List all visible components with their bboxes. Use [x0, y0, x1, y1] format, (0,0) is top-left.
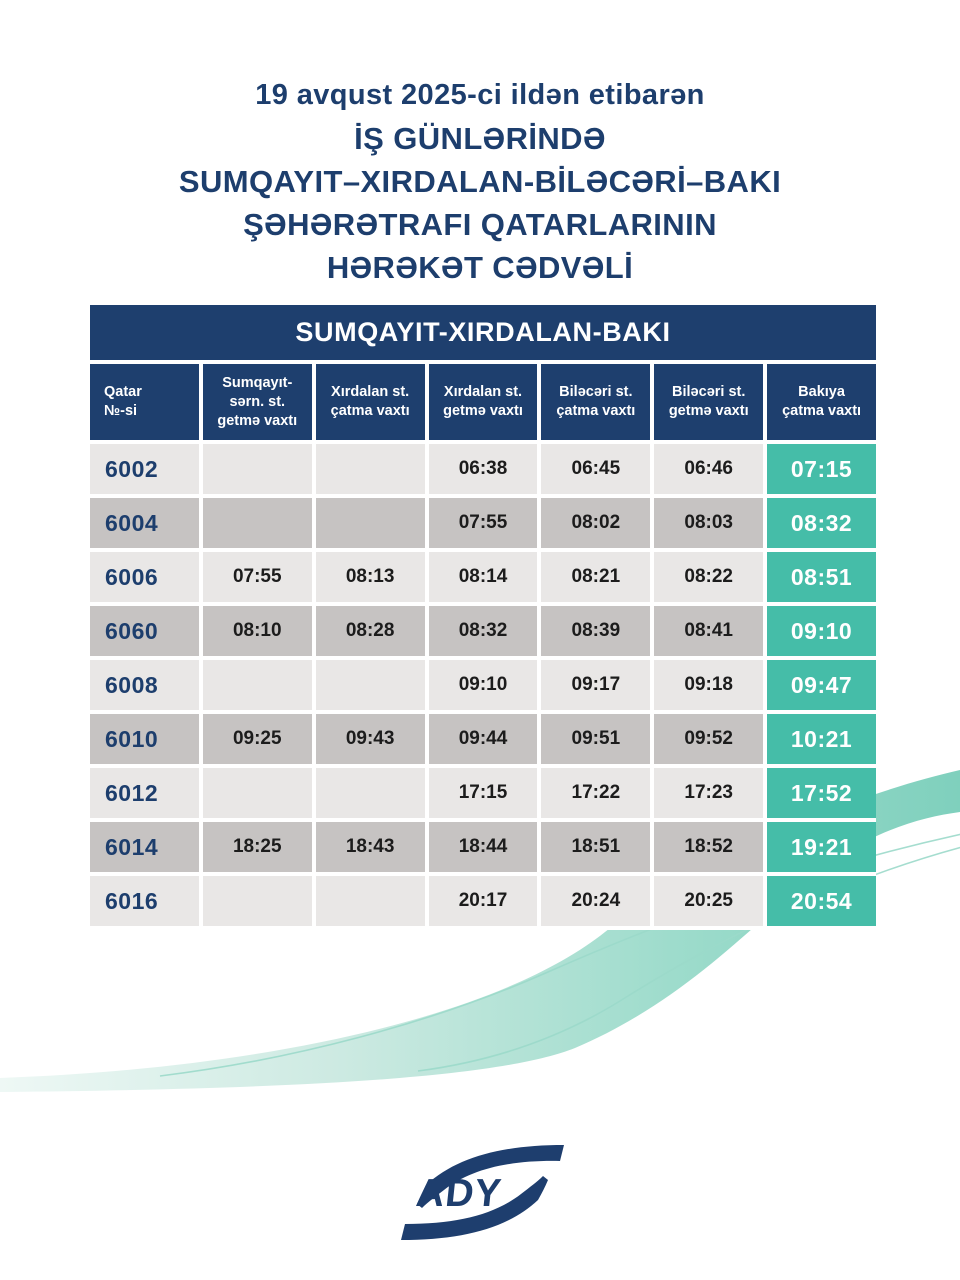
arrival-time-cell: 19:21 — [767, 822, 876, 872]
time-cell: 08:21 — [541, 552, 651, 602]
column-header-3: Xırdalan st. getmə vaxtı — [428, 364, 538, 440]
ady-logo: ADY — [397, 1140, 567, 1245]
time-cell: 18:43 — [315, 822, 425, 872]
train-number: 6006 — [90, 552, 199, 602]
arrival-time-cell: 20:54 — [767, 876, 876, 926]
time-cell: 08:28 — [315, 606, 425, 656]
time-cell: 18:25 — [202, 822, 312, 872]
time-cell: 20:25 — [654, 876, 764, 926]
table-body: 6002 06:38 06:45 06:46 07:15 6004 07:55 08:02 08… — [90, 444, 876, 926]
table-row-6002: 6002 06:38 06:45 06:46 07:15 — [90, 444, 876, 494]
time-cell — [315, 876, 425, 926]
time-cell: 09:10 — [428, 660, 538, 710]
time-cell: 06:45 — [541, 444, 651, 494]
table-title: SUMQAYIT-XIRDALAN-BAKI — [90, 305, 876, 360]
title-trains: ŞƏHƏRƏTRAFI QATARLARININ — [243, 207, 717, 242]
train-number: 6060 — [90, 606, 199, 656]
time-cell: 08:41 — [654, 606, 764, 656]
arrival-time-cell: 10:21 — [767, 714, 876, 764]
train-number: 6010 — [90, 714, 199, 764]
time-cell — [315, 768, 425, 818]
timetable: SUMQAYIT-XIRDALAN-BAKI Qatar №-si Sumqayı… — [90, 305, 876, 930]
time-cell: 09:25 — [202, 714, 312, 764]
column-header-2: Xırdalan st. çatma vaxtı — [315, 364, 425, 440]
arrival-time-cell: 09:47 — [767, 660, 876, 710]
time-cell: 09:51 — [541, 714, 651, 764]
time-cell — [315, 660, 425, 710]
time-cell: 18:51 — [541, 822, 651, 872]
time-cell: 08:03 — [654, 498, 764, 548]
time-cell: 17:15 — [428, 768, 538, 818]
title-date-line: 19 avqust 2025-ci ildən etibarən — [255, 79, 705, 111]
table-row-6006: 6006 07:55 08:13 08:14 08:21 08:22 08:51 — [90, 552, 876, 602]
table-row-6010: 6010 09:25 09:43 09:44 09:51 09:52 10:21 — [90, 714, 876, 764]
arrival-time-cell: 08:32 — [767, 498, 876, 548]
table-row-6016: 6016 20:17 20:24 20:25 20:54 — [90, 876, 876, 926]
table-row-6012: 6012 17:15 17:22 17:23 17:52 — [90, 768, 876, 818]
time-cell — [202, 660, 312, 710]
time-cell: 17:23 — [654, 768, 764, 818]
time-cell: 08:14 — [428, 552, 538, 602]
column-header-0: Qatar №-si — [90, 364, 199, 440]
time-cell: 18:52 — [654, 822, 764, 872]
logo-bottom-swoosh — [401, 1176, 548, 1240]
train-number: 6008 — [90, 660, 199, 710]
time-cell: 09:52 — [654, 714, 764, 764]
time-cell: 09:17 — [541, 660, 651, 710]
time-cell: 08:32 — [428, 606, 538, 656]
time-cell — [202, 498, 312, 548]
arrival-time-cell: 09:10 — [767, 606, 876, 656]
time-cell: 17:22 — [541, 768, 651, 818]
logo-text: ADY — [414, 1172, 504, 1215]
arrival-time-cell: 17:52 — [767, 768, 876, 818]
train-number: 6002 — [90, 444, 199, 494]
train-number: 6016 — [90, 876, 199, 926]
train-number: 6014 — [90, 822, 199, 872]
time-cell: 08:13 — [315, 552, 425, 602]
table-row-6004: 6004 07:55 08:02 08:03 08:32 — [90, 498, 876, 548]
arrival-time-cell: 07:15 — [767, 444, 876, 494]
time-cell: 06:38 — [428, 444, 538, 494]
table-row-6014: 6014 18:25 18:43 18:44 18:51 18:52 19:21 — [90, 822, 876, 872]
time-cell — [202, 876, 312, 926]
time-cell — [315, 498, 425, 548]
column-header-5: Biləcəri st. getmə vaxtı — [654, 364, 764, 440]
train-number: 6004 — [90, 498, 199, 548]
table-row-6008: 6008 09:10 09:17 09:18 09:47 — [90, 660, 876, 710]
column-header-4: Biləcəri st. çatma vaxtı — [541, 364, 651, 440]
time-cell: 18:44 — [428, 822, 538, 872]
time-cell: 06:46 — [654, 444, 764, 494]
time-cell: 09:43 — [315, 714, 425, 764]
arrival-time-cell: 08:51 — [767, 552, 876, 602]
time-cell: 08:10 — [202, 606, 312, 656]
time-cell: 08:39 — [541, 606, 651, 656]
time-cell: 07:55 — [202, 552, 312, 602]
title-route: SUMQAYIT–XIRDALAN-BİLƏCƏRİ–BAKI — [178, 164, 782, 199]
time-cell: 20:24 — [541, 876, 651, 926]
logo-top-swoosh — [417, 1145, 564, 1208]
table-row-6060: 6060 08:10 08:28 08:32 08:39 08:41 09:10 — [90, 606, 876, 656]
title-schedule: HƏRƏKƏT CƏDVƏLİ — [326, 250, 634, 285]
time-cell: 08:02 — [541, 498, 651, 548]
column-header-1: Sumqayıt- sərn. st. getmə vaxtı — [202, 364, 312, 440]
time-cell: 08:22 — [654, 552, 764, 602]
time-cell: 09:18 — [654, 660, 764, 710]
column-header-row: Qatar №-si Sumqayıt- sərn. st. getmə vaxt… — [90, 364, 876, 440]
time-cell — [202, 768, 312, 818]
time-cell — [315, 444, 425, 494]
title-workdays: İŞ GÜNLƏRİNDƏ — [354, 121, 606, 156]
time-cell: 07:55 — [428, 498, 538, 548]
poster-title: 19 avqust 2025-ci ildən etibarən İŞ GÜNL… — [0, 74, 960, 289]
train-number: 6012 — [90, 768, 199, 818]
time-cell: 09:44 — [428, 714, 538, 764]
column-header-6: Bakıya çatma vaxtı — [767, 364, 876, 440]
time-cell — [202, 444, 312, 494]
time-cell: 20:17 — [428, 876, 538, 926]
ady-logo-graphic: ADY — [401, 1145, 564, 1240]
